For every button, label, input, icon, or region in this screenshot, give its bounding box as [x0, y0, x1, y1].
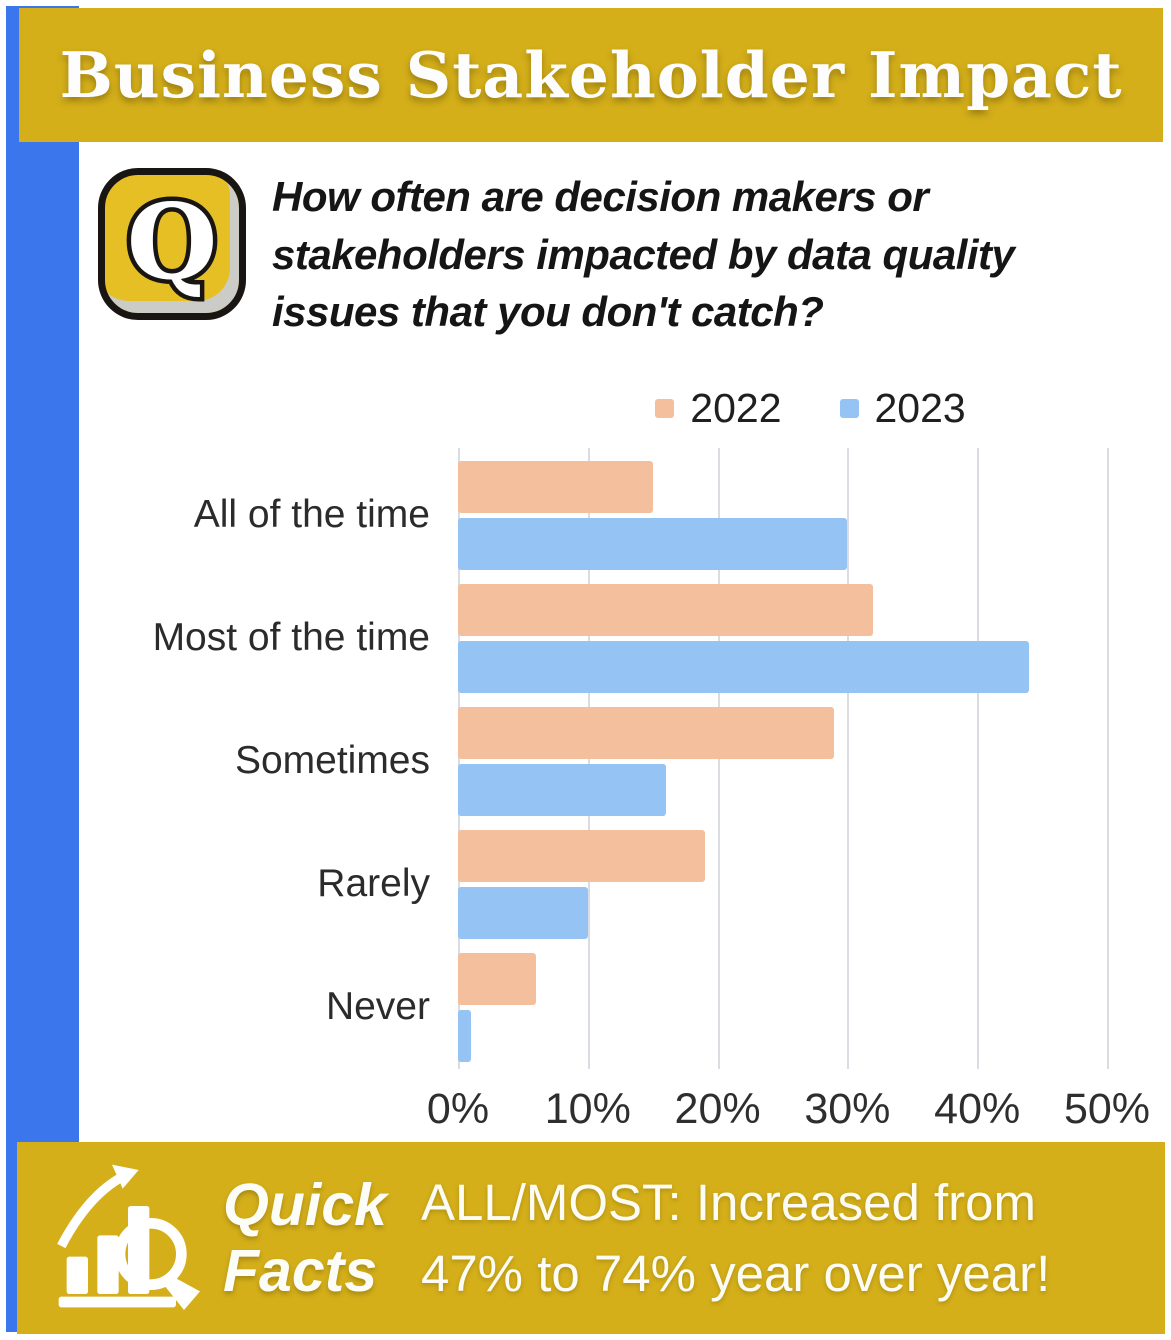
gridline-30%: [847, 447, 850, 1069]
category-label: Most of the time: [152, 616, 430, 660]
quick-facts-label: Quick Facts: [223, 1172, 387, 1304]
bar-2023-most-of-the-time: [458, 640, 1030, 693]
fact-text: ALL/MOST: Increased from 47% to 74% year…: [420, 1173, 1051, 1302]
legend-label: 2022: [690, 384, 782, 431]
x-tick-label: 50%: [1063, 1084, 1151, 1133]
q-letter: Q: [127, 184, 218, 303]
category-label: Never: [325, 985, 430, 1029]
bar-group-most-of-the-time: Most of the time: [153, 577, 1107, 700]
bar-2023-rarely: [458, 886, 588, 939]
chart-x-axis: 0% 10% 20% 30% 40% 50%: [427, 1084, 1150, 1151]
gridline-40%: [977, 447, 980, 1069]
question-icon: Q: [98, 168, 246, 320]
bar-group-never: Never: [326, 946, 1107, 1069]
bar-2022-all-of-the-time: [458, 460, 653, 513]
bar-2022-most-of-the-time: [458, 583, 874, 636]
question-section: Q How often are decision makers or stake…: [98, 166, 1153, 341]
legend-label: 2023: [874, 384, 966, 431]
chart-legend: 2022 2023: [458, 385, 1163, 432]
legend-item-2023: 2023: [839, 384, 966, 432]
x-tick-label: 30%: [804, 1084, 891, 1133]
legend-item-2022: 2022: [655, 384, 782, 432]
x-tick-label: 40%: [934, 1084, 1021, 1133]
bar-2023-never: [458, 1009, 471, 1062]
category-label: All of the time: [193, 493, 430, 537]
x-tick-label: 0%: [426, 1084, 490, 1133]
content-area: Q How often are decision makers or stake…: [80, 142, 1163, 1151]
x-tick-label: 20%: [674, 1084, 761, 1133]
category-label: Sometimes: [234, 739, 430, 783]
x-tick-label: 10%: [544, 1084, 631, 1133]
legend-swatch-2022: [655, 398, 675, 418]
bar-group-rarely: Rarely: [317, 823, 1107, 946]
chart-magnifier-icon: [57, 1164, 200, 1310]
bar-chart: All of the time Most of the time Sometimes…: [80, 447, 1163, 1151]
footer-banner: Quick Facts ALL/MOST: Increased from 47%…: [17, 1142, 1165, 1334]
question-text: How often are decision makers or stakeho…: [272, 173, 1015, 336]
bar-group-sometimes: Sometimes: [235, 700, 1107, 823]
page-title: Business Stakeholder Impact: [59, 38, 1123, 112]
category-label: Rarely: [317, 862, 430, 906]
q-letter-icon: Q: [122, 184, 222, 304]
gridline-50%: [1107, 447, 1109, 1069]
quick-facts-line1: Quick: [223, 1171, 387, 1238]
bar-2023-all-of-the-time: [458, 517, 848, 570]
bar-2022-sometimes: [458, 706, 835, 759]
header-banner: Business Stakeholder Impact: [19, 8, 1163, 142]
quick-facts-line2: Facts: [223, 1238, 378, 1304]
bar-2023-sometimes: [458, 763, 666, 816]
legend-swatch-2023: [839, 398, 859, 418]
bar-2022-rarely: [458, 829, 705, 882]
left-accent-strip: [6, 6, 79, 1332]
bar-group-all-of-the-time: All of the time: [194, 454, 1107, 577]
chart-plot-area: All of the time Most of the time Sometimes…: [153, 447, 1109, 1069]
bar-2022-never: [458, 952, 536, 1005]
